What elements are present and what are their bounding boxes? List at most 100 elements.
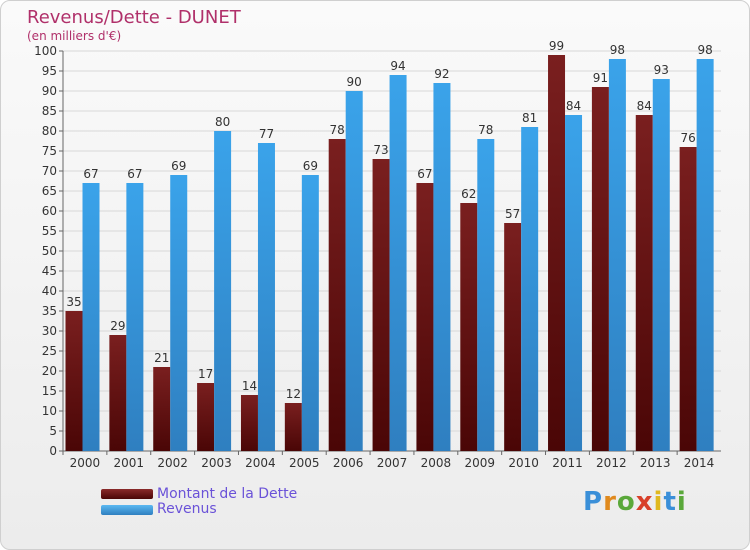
data-label-dette-2010: 57 [505, 207, 520, 221]
bar-dette-2008 [416, 183, 434, 451]
x-tick-label-2010: 2010 [508, 456, 539, 470]
y-tick-label: 5 [49, 424, 57, 438]
data-label-dette-2012: 91 [593, 71, 608, 85]
bar-dette-2012 [591, 87, 609, 451]
x-tick-label-2000: 2000 [70, 456, 101, 470]
x-tick-label-2009: 2009 [464, 456, 495, 470]
chart-subtitle: (en milliers d'€) [27, 29, 122, 43]
data-label-dette-2006: 78 [330, 123, 345, 137]
legend-swatch-revenus [101, 505, 153, 515]
y-tick-label: 65 [42, 184, 57, 198]
data-label-dette-2002: 21 [154, 351, 169, 365]
data-label-revenus-2000: 67 [83, 167, 98, 181]
x-tick-label-2014: 2014 [684, 456, 715, 470]
y-tick-label: 30 [42, 324, 57, 338]
bar-revenus-2010 [521, 127, 539, 451]
x-tick-label-2005: 2005 [289, 456, 320, 470]
x-tick-label-2013: 2013 [640, 456, 671, 470]
bar-dette-2001 [109, 335, 127, 451]
data-label-revenus-2014: 98 [697, 43, 712, 57]
y-tick-label: 75 [42, 144, 57, 158]
x-tick-label-2012: 2012 [596, 456, 627, 470]
data-label-dette-2013: 84 [637, 99, 652, 113]
bar-revenus-2007 [389, 75, 407, 451]
legend-label-dette: Montant de la Dette [157, 486, 298, 502]
data-label-revenus-2005: 69 [303, 159, 318, 173]
x-tick-label-2003: 2003 [201, 456, 232, 470]
data-label-dette-2011: 99 [549, 39, 564, 53]
data-label-revenus-2004: 77 [259, 127, 274, 141]
data-label-revenus-2008: 92 [434, 67, 449, 81]
y-tick-label: 35 [42, 304, 57, 318]
y-tick-label: 95 [42, 64, 57, 78]
y-tick-label: 40 [42, 284, 57, 298]
bar-revenus-2008 [433, 83, 451, 451]
data-label-dette-2009: 62 [461, 187, 476, 201]
legend-label-revenus: Revenus [157, 501, 217, 517]
data-label-revenus-2006: 90 [347, 75, 362, 89]
x-tick-label-2001: 2001 [114, 456, 145, 470]
bar-revenus-2002 [170, 175, 188, 451]
bar-dette-2007 [372, 159, 390, 451]
chart-title: Revenus/Dette - DUNET [27, 7, 241, 28]
data-label-dette-2000: 35 [66, 295, 81, 309]
legend-swatch-dette [101, 489, 153, 499]
y-tick-label: 100 [34, 44, 57, 58]
y-tick-label: 45 [42, 264, 57, 278]
x-tick-label-2011: 2011 [552, 456, 583, 470]
x-tick-label-2007: 2007 [377, 456, 408, 470]
bar-revenus-2004 [257, 143, 275, 451]
x-tick-label-2006: 2006 [333, 456, 364, 470]
y-tick-label: 55 [42, 224, 57, 238]
y-tick-label: 10 [42, 404, 57, 418]
data-label-revenus-2013: 93 [654, 63, 669, 77]
bar-revenus-2001 [126, 183, 144, 451]
y-tick-label: 85 [42, 104, 57, 118]
bar-revenus-2005 [301, 175, 319, 451]
bar-dette-2005 [284, 403, 302, 451]
bar-dette-2003 [197, 383, 215, 451]
bar-revenus-2013 [652, 79, 670, 451]
bar-revenus-2009 [477, 139, 495, 451]
data-label-revenus-2010: 81 [522, 111, 537, 125]
data-label-revenus-2001: 67 [127, 167, 142, 181]
y-tick-label: 0 [49, 444, 57, 458]
bar-dette-2006 [328, 139, 346, 451]
bar-revenus-2006 [345, 91, 363, 451]
data-label-dette-2001: 29 [110, 319, 125, 333]
bar-revenus-2003 [214, 131, 232, 451]
y-tick-label: 20 [42, 364, 57, 378]
y-tick-label: 80 [42, 124, 57, 138]
bar-dette-2011 [548, 55, 566, 451]
y-tick-label: 70 [42, 164, 57, 178]
data-label-dette-2005: 12 [286, 387, 301, 401]
data-label-dette-2014: 76 [680, 131, 695, 145]
bar-dette-2010 [504, 223, 522, 451]
bar-dette-2000 [65, 311, 83, 451]
bar-dette-2014 [679, 147, 697, 451]
data-label-dette-2008: 67 [417, 167, 432, 181]
bar-dette-2002 [153, 367, 171, 451]
bar-revenus-2011 [565, 115, 583, 451]
y-tick-label: 50 [42, 244, 57, 258]
data-label-revenus-2009: 78 [478, 123, 493, 137]
y-tick-label: 15 [42, 384, 57, 398]
bar-dette-2009 [460, 203, 478, 451]
x-tick-label-2002: 2002 [157, 456, 188, 470]
x-tick-label-2008: 2008 [421, 456, 452, 470]
proxiti-logo: Proxiti [583, 487, 687, 517]
bar-dette-2013 [635, 115, 653, 451]
bar-revenus-2012 [608, 59, 626, 451]
x-tick-label-2004: 2004 [245, 456, 276, 470]
data-label-revenus-2002: 69 [171, 159, 186, 173]
data-label-revenus-2012: 98 [610, 43, 625, 57]
data-label-dette-2004: 14 [242, 379, 257, 393]
bar-revenus-2000 [82, 183, 100, 451]
data-label-dette-2003: 17 [198, 367, 213, 381]
bar-dette-2004 [240, 395, 258, 451]
data-label-revenus-2003: 80 [215, 115, 230, 129]
y-tick-label: 25 [42, 344, 57, 358]
bar-revenus-2014 [696, 59, 714, 451]
data-label-revenus-2007: 94 [390, 59, 405, 73]
